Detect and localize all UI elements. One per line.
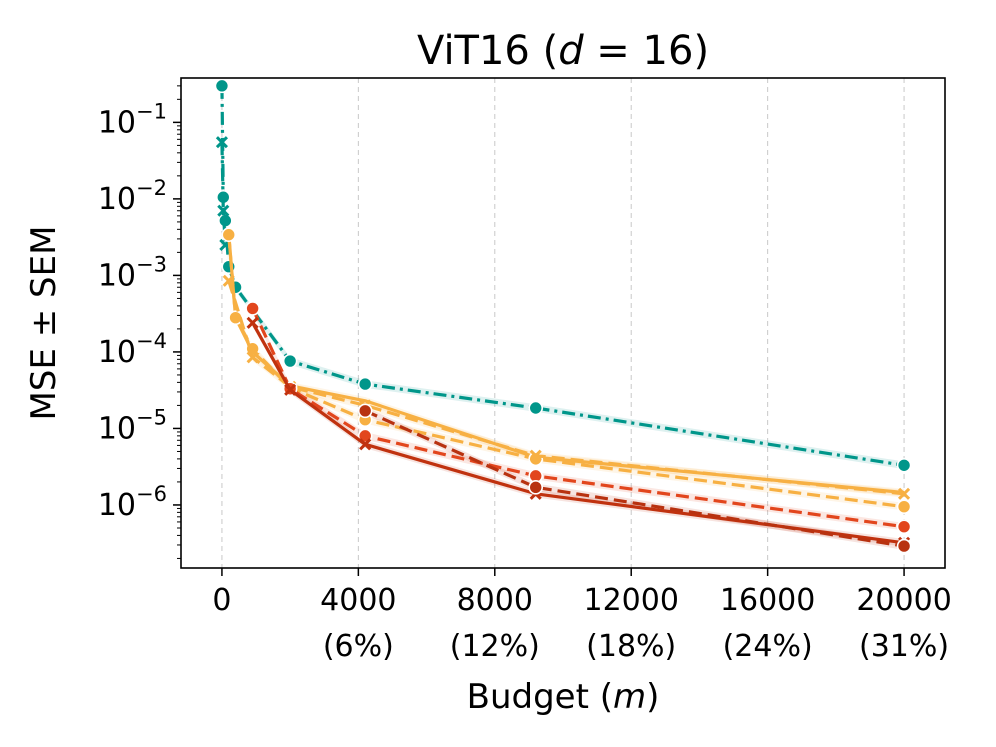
y-tick-label: 10−4 — [98, 329, 167, 370]
x-tick-label: 20000 — [856, 583, 951, 618]
data-point — [528, 400, 544, 416]
data-point — [359, 438, 372, 451]
data-point — [896, 538, 912, 554]
data-point — [245, 301, 260, 316]
data-point — [357, 376, 373, 392]
x-tick-label: 12000 — [583, 583, 678, 618]
y-tick-label: 10−6 — [98, 482, 167, 523]
data-point — [896, 457, 912, 473]
x-tick-sublabel: (18%) — [586, 629, 676, 664]
data-point — [246, 316, 259, 329]
x-tick-label: 4000 — [320, 583, 396, 618]
data-point — [246, 351, 259, 364]
y-tick-label: 10−2 — [98, 176, 167, 217]
x-tick-label: 16000 — [720, 583, 815, 618]
y-axis: 10−6 10−5 10−4 10−3 10−2 10−1 — [98, 85, 181, 559]
y-tick-label: 10−1 — [98, 99, 167, 140]
data-point — [529, 449, 542, 462]
error-bands — [221, 82, 905, 550]
series-line — [227, 280, 905, 496]
x-tick-label: 8000 — [457, 583, 533, 618]
data-point — [284, 383, 297, 396]
data-point — [228, 310, 243, 326]
series-line — [227, 233, 905, 495]
data-point — [898, 487, 911, 500]
data-point — [214, 78, 230, 94]
x-axis: 0 4000 (6%) 8000 (12%) 12000 (18%) 16000 (24%) 20… — [212, 568, 952, 664]
data-point — [896, 519, 912, 534]
x-tick-sublabel: (31%) — [859, 629, 949, 664]
x-tick-sublabel: (24%) — [723, 629, 813, 664]
data-point — [282, 353, 298, 369]
y-axis-label: MSE ± SEM — [24, 226, 64, 421]
sem-band — [252, 319, 905, 547]
plot-frame — [180, 77, 946, 569]
data-point — [528, 480, 544, 495]
series-group — [214, 78, 912, 554]
x-tick-label: 0 — [212, 583, 231, 618]
x-axis-label: Budget (m) — [467, 677, 660, 717]
x-tick-sublabel: (6%) — [323, 629, 394, 664]
data-point — [896, 499, 912, 514]
data-point — [217, 204, 230, 217]
y-tick-label: 10−3 — [98, 252, 167, 293]
series-line — [364, 409, 905, 548]
x-tick-sublabel: (12%) — [450, 629, 540, 664]
data-point — [357, 403, 373, 419]
data-point — [221, 227, 237, 243]
data-point — [215, 136, 228, 149]
sem-band — [252, 304, 905, 531]
chart-title: ViT16 (d = 16) — [417, 28, 709, 74]
x-grid — [221, 78, 905, 568]
data-point — [222, 274, 235, 287]
y-tick-label: 10−5 — [98, 405, 167, 446]
